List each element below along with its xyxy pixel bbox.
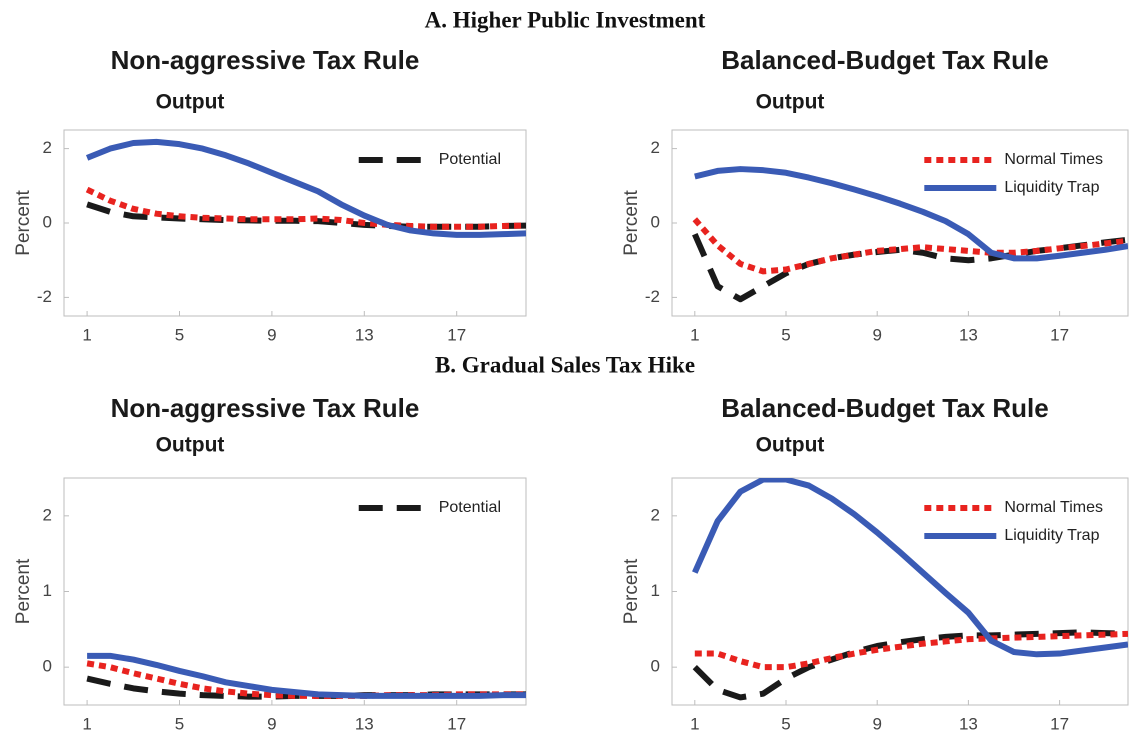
y-tick-label: 0: [651, 657, 660, 676]
series-line: [692, 217, 1128, 275]
y-tick-label: -2: [645, 287, 660, 306]
y-tick-label: 0: [651, 212, 660, 231]
series-line: [694, 166, 1128, 262]
y-tick-label: -2: [37, 287, 52, 306]
y-axis-label: Percent: [621, 190, 642, 256]
x-tick-label: 13: [959, 325, 978, 344]
chart-subtitle: Output: [156, 434, 225, 457]
series-line: [694, 630, 1128, 671]
x-tick-label: 9: [267, 714, 276, 733]
y-tick-label: 2: [651, 138, 660, 157]
x-tick-label: 17: [447, 714, 466, 733]
x-tick-label: 5: [781, 714, 790, 733]
chart-subtitle: Output: [156, 91, 225, 114]
x-tick-label: 5: [175, 325, 184, 344]
chart-subtitle: Output: [756, 91, 825, 114]
chart-title: Balanced-Budget Tax Rule: [721, 393, 1048, 423]
x-tick-label: 17: [1050, 714, 1069, 733]
series-line: [85, 186, 526, 230]
series-line: [87, 652, 526, 699]
x-tick-label: 9: [267, 325, 276, 344]
chart-subtitle: Output: [756, 434, 825, 457]
x-tick-label: 5: [175, 714, 184, 733]
chart-title: Balanced-Budget Tax Rule: [721, 45, 1048, 75]
y-tick-label: 0: [43, 212, 52, 231]
x-tick-label: 1: [82, 714, 91, 733]
legend-label: Normal Times: [1004, 151, 1103, 168]
series-line: [692, 478, 1128, 658]
section-title: B. Gradual Sales Tax Hike: [435, 352, 695, 377]
series-line: [692, 629, 1128, 701]
legend-label: Potential: [439, 151, 501, 168]
x-tick-label: 9: [872, 714, 881, 733]
y-tick-label: 2: [43, 138, 52, 157]
section-title: A. Higher Public Investment: [425, 7, 706, 32]
x-tick-label: 13: [355, 714, 374, 733]
x-tick-label: 1: [690, 325, 699, 344]
y-tick-label: 0: [43, 657, 52, 676]
x-tick-label: 5: [781, 325, 790, 344]
y-axis-label: Percent: [13, 558, 34, 624]
chart-title: Non-aggressive Tax Rule: [111, 45, 420, 75]
legend-label: Liquidity Trap: [1004, 527, 1099, 544]
legend-label: Normal Times: [1004, 499, 1103, 516]
x-tick-label: 17: [1050, 325, 1069, 344]
y-tick-label: 1: [43, 581, 52, 600]
x-tick-label: 1: [82, 325, 91, 344]
legend-label: Liquidity Trap: [1004, 179, 1099, 196]
x-tick-label: 13: [959, 714, 978, 733]
x-tick-label: 9: [872, 325, 881, 344]
x-tick-label: 17: [447, 325, 466, 344]
series-line: [85, 138, 526, 238]
x-tick-label: 1: [690, 714, 699, 733]
series-line: [86, 201, 526, 230]
y-tick-label: 2: [651, 505, 660, 524]
y-axis-label: Percent: [13, 190, 34, 256]
y-axis-label: Percent: [621, 558, 642, 624]
x-tick-label: 13: [355, 325, 374, 344]
y-tick-label: 1: [651, 581, 660, 600]
chart-title: Non-aggressive Tax Rule: [111, 393, 420, 423]
legend-label: Potential: [439, 499, 501, 516]
series-line: [692, 232, 1128, 303]
y-tick-label: 2: [43, 505, 52, 524]
